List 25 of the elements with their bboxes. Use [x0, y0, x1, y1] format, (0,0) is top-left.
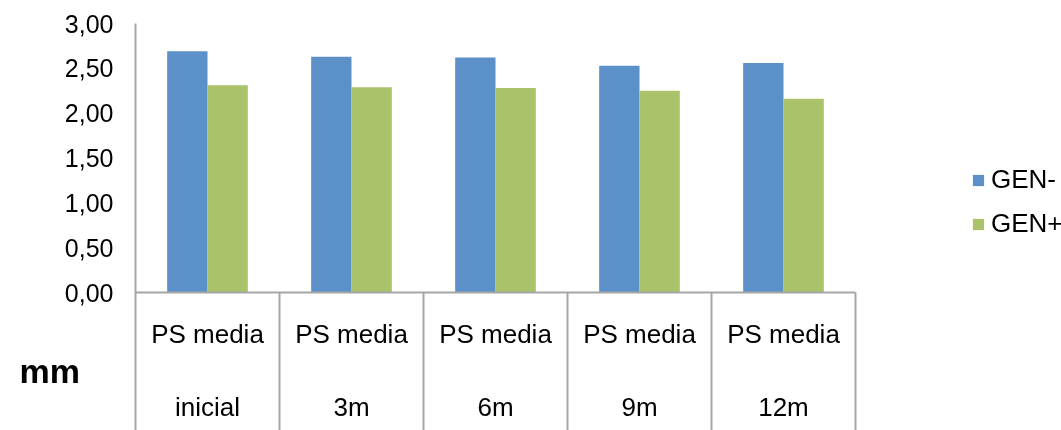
bar [599, 65, 640, 293]
category-label: PS media 6m [439, 318, 552, 422]
y-tick-label: 1,00 [64, 188, 114, 217]
bar [455, 57, 496, 293]
y-tick-label: 3,00 [64, 9, 114, 38]
y-tick-label: 0,50 [64, 233, 114, 262]
legend-label: GEN+ [991, 208, 1061, 239]
bar [207, 85, 248, 293]
bar [495, 88, 536, 293]
bar [311, 56, 352, 293]
y-tick-label: 2,50 [64, 54, 114, 83]
bar [783, 98, 824, 293]
legend-label: GEN- [991, 164, 1056, 195]
category-label: PS media inicial [151, 318, 264, 422]
category-label: PS media 12m [727, 318, 840, 422]
y-axis-title: mm [19, 351, 80, 390]
y-tick-label: 0,00 [64, 278, 114, 307]
y-tick-label: 1,50 [64, 144, 114, 172]
bar [743, 62, 784, 293]
bar [639, 90, 680, 293]
category-label: PS media 9m [583, 318, 696, 422]
category-label: PS media 3m [295, 318, 408, 422]
bar [167, 51, 208, 293]
y-tick-label: 2,00 [64, 99, 114, 128]
bar [351, 87, 392, 293]
